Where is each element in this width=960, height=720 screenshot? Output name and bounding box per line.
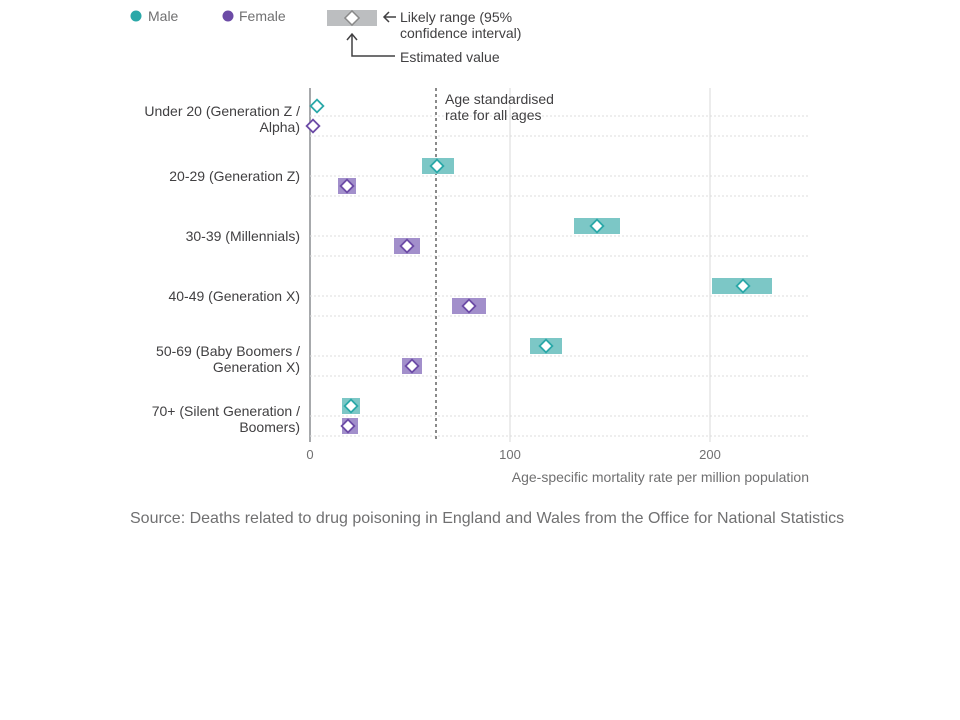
chart: Male Female Likely range (95% confidence…	[130, 8, 809, 485]
legend-female-swatch	[222, 10, 234, 22]
category-label: 20-29 (Generation Z)	[169, 168, 300, 184]
reference-label-line1: Age standardised	[445, 91, 554, 107]
legend-estimate-arrow	[346, 32, 395, 57]
category-label: 50-69 (Baby Boomers / Generation X)	[156, 343, 300, 375]
legend-range-arrow	[382, 11, 396, 23]
category-label-line: 70+ (Silent Generation /	[152, 403, 300, 419]
category-label: 30-39 (Millennials)	[186, 228, 300, 244]
x-axis-label: Age-specific mortality rate per million …	[512, 469, 809, 485]
female-estimate-marker	[339, 178, 355, 194]
category-label-line: Generation X)	[213, 359, 300, 375]
category-label-line: 20-29 (Generation Z)	[169, 168, 300, 184]
category-label-line: 40-49 (Generation X)	[168, 288, 300, 304]
legend-female-label: Female	[239, 8, 286, 24]
female-estimate-marker	[340, 418, 356, 434]
female-estimate-marker	[305, 118, 321, 134]
male-estimate-marker	[589, 218, 605, 234]
male-estimate-marker	[309, 98, 325, 114]
female-estimate-marker	[404, 358, 420, 374]
legend: Male Female Likely range (95% confidence…	[130, 8, 521, 65]
legend-range-label-line2: confidence interval)	[400, 25, 521, 41]
category-label: 40-49 (Generation X)	[168, 288, 300, 304]
gridlines	[309, 88, 711, 442]
category-label: Under 20 (Generation Z / Alpha)	[144, 103, 300, 135]
category-label-line: Boomers)	[239, 419, 300, 435]
category-label-line: 50-69 (Baby Boomers /	[156, 343, 300, 359]
male-estimate-marker	[735, 278, 751, 294]
x-tick-label: 200	[699, 447, 721, 462]
category-labels: Under 20 (Generation Z / Alpha) 20-29 (Gen…	[144, 103, 300, 435]
data-marks	[305, 98, 772, 434]
male-estimate-marker	[429, 158, 445, 174]
category-label-line: Alpha)	[260, 119, 300, 135]
male-estimate-marker	[343, 398, 359, 414]
legend-estimate-label: Estimated value	[400, 49, 500, 65]
legend-range-label-line1: Likely range (95%	[400, 9, 512, 25]
reference-label-line2: rate for all ages	[445, 107, 542, 123]
category-label-line: Under 20 (Generation Z /	[144, 103, 300, 119]
category-guides	[310, 115, 809, 437]
x-axis-ticks: 0 100 200	[306, 447, 720, 462]
x-tick-label: 100	[499, 447, 521, 462]
category-label: 70+ (Silent Generation / Boomers)	[152, 403, 300, 435]
category-label-line: 30-39 (Millennials)	[186, 228, 300, 244]
male-estimate-marker	[538, 338, 554, 354]
legend-estimate-marker	[343, 9, 361, 27]
legend-male-label: Male	[148, 8, 179, 24]
female-estimate-marker	[461, 298, 477, 314]
x-tick-label: 0	[306, 447, 313, 462]
source-note: Source: Deaths related to drug poisoning…	[130, 510, 845, 527]
legend-male-swatch	[130, 10, 142, 22]
female-estimate-marker	[399, 238, 415, 254]
reference-line-group: Age standardised rate for all ages	[435, 88, 554, 442]
